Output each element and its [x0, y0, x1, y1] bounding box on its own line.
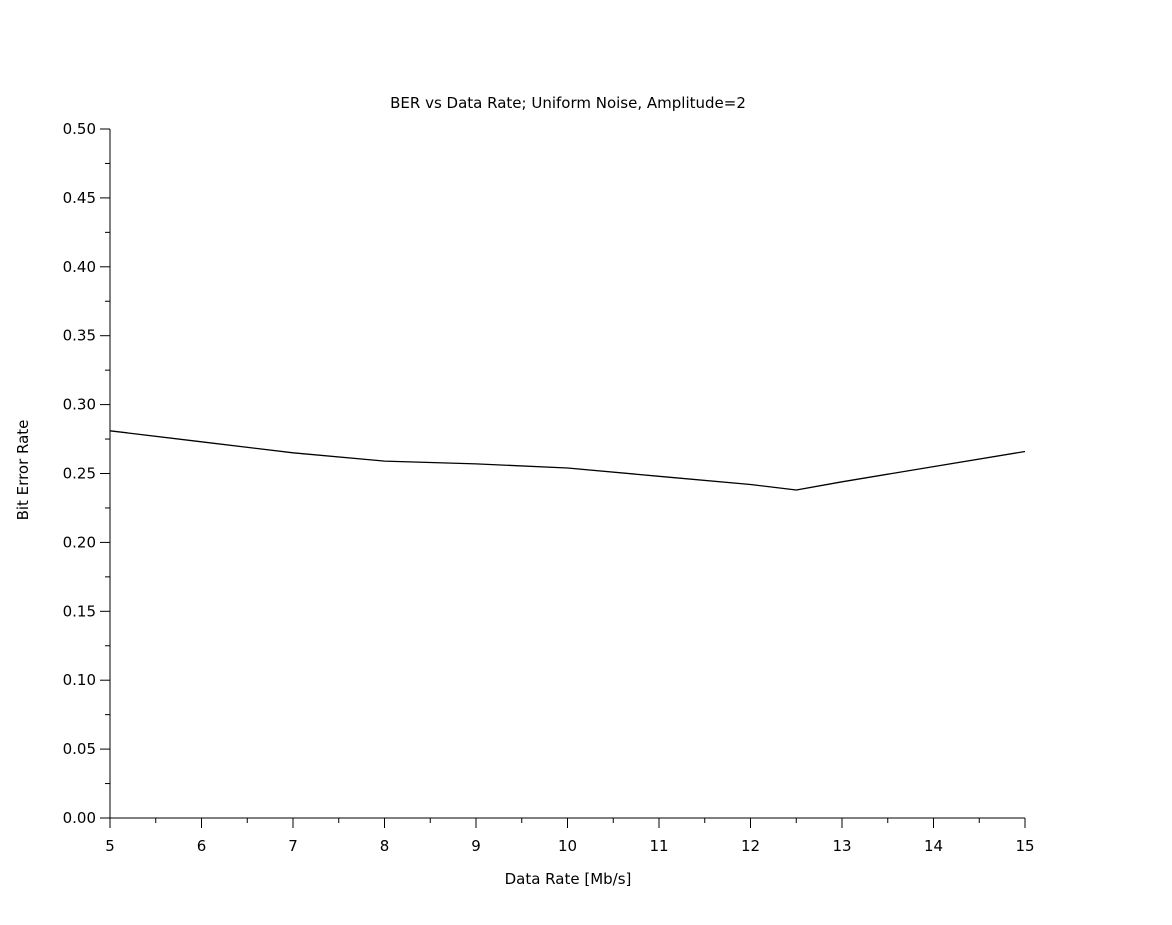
series-line — [109, 430, 1026, 491]
x-tick-label: 9 — [471, 837, 481, 855]
x-tick-label: 12 — [741, 837, 760, 855]
x-tick-label: 8 — [380, 837, 390, 855]
y-tick-label: 0.05 — [63, 740, 96, 758]
y-tick-label: 0.20 — [63, 533, 96, 551]
x-axis-label: Data Rate [Mb/s] — [505, 870, 632, 888]
y-tick-label: 0.45 — [63, 189, 96, 207]
y-tick-label: 0.15 — [63, 602, 96, 620]
axes: 0.00 0.05 0.10 0.15 0.20 0.25 0.30 0.35 0.40 0.45… — [63, 120, 1035, 855]
y-tick-label: 0.50 — [63, 120, 96, 138]
x-tick-label: 14 — [924, 837, 943, 855]
x-tick-label: 10 — [558, 837, 577, 855]
y-tick-label: 0.40 — [63, 258, 96, 276]
series-layer — [109, 430, 1026, 491]
x-tick-label: 5 — [105, 837, 115, 855]
x-tick-label: 11 — [649, 837, 668, 855]
y-tick-label: 0.25 — [63, 465, 96, 483]
y-tick-label: 0.35 — [63, 327, 96, 345]
x-tick-label: 13 — [832, 837, 851, 855]
x-tick-label: 15 — [1015, 837, 1034, 855]
y-tick-label: 0.00 — [63, 809, 96, 827]
y-tick-label: 0.10 — [63, 671, 96, 689]
y-axis-label: Bit Error Rate — [14, 420, 32, 521]
y-tick-label: 0.30 — [63, 396, 96, 414]
chart-title: BER vs Data Rate; Uniform Noise, Amplitu… — [390, 94, 746, 112]
x-tick-label: 7 — [288, 837, 298, 855]
x-tick-label: 6 — [197, 837, 207, 855]
